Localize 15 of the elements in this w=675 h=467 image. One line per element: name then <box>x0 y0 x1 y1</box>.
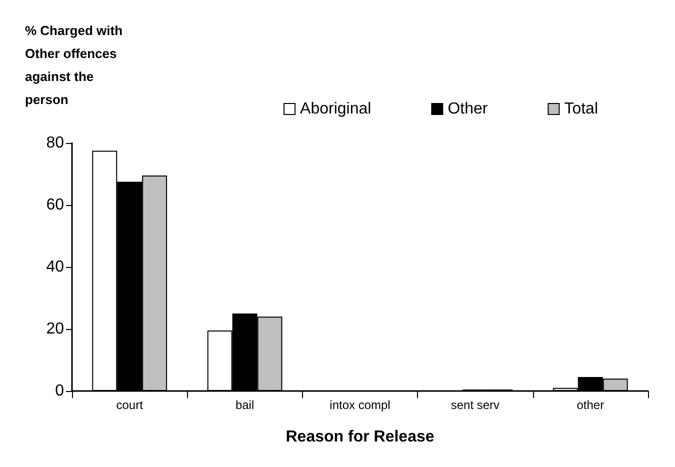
y-axis-title: % Charged with Other offences against the person <box>25 23 126 107</box>
y-tick-label: 20 <box>46 320 64 338</box>
legend-label: Other <box>448 100 488 118</box>
y-tick-label: 60 <box>46 196 64 214</box>
legend-label: Aboriginal <box>300 100 372 118</box>
x-tick-label: bail <box>235 398 254 412</box>
x-tick-label: sent serv <box>450 398 500 412</box>
x-tick-label: intox compl <box>330 398 390 412</box>
y-tick-label: 80 <box>46 134 64 152</box>
x-tick-label: other <box>576 398 604 412</box>
y-tick-label: 40 <box>46 258 64 276</box>
y-tick-label: 0 <box>55 382 64 400</box>
x-tick-label: court <box>116 398 144 412</box>
x-axis-title: Reason for Release <box>286 428 434 446</box>
legend-label: Total <box>564 100 598 118</box>
